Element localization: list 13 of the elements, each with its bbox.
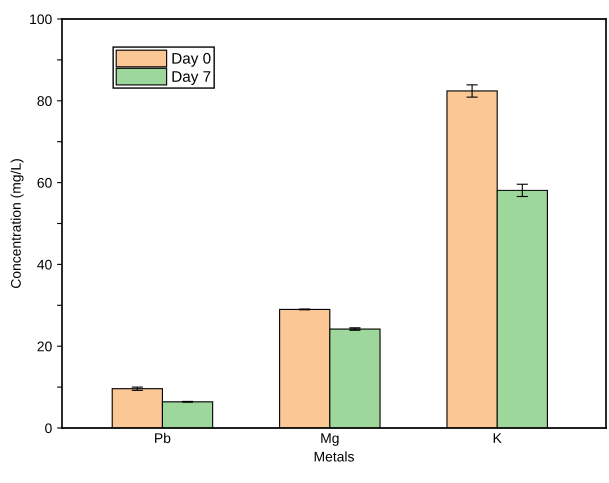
y-tick-label: 40 [37,260,52,270]
y-tick-label: 0 [45,423,52,434]
x-tick-label: Mg [321,433,339,446]
legend-label: Day 0 [172,52,211,67]
y-tick-label: 20 [38,342,52,352]
x-tick-label: Pb [155,432,170,444]
legend-label: Day 7 [172,71,210,85]
y-tick-label: 100 [30,14,52,24]
x-axis-title: Metals [314,451,354,462]
y-tick-label: 80 [37,96,52,106]
x-tick-label: K [494,433,502,443]
y-axis-title: Concentration (mg/L) [10,159,24,288]
y-tick-label: 60 [38,178,52,188]
